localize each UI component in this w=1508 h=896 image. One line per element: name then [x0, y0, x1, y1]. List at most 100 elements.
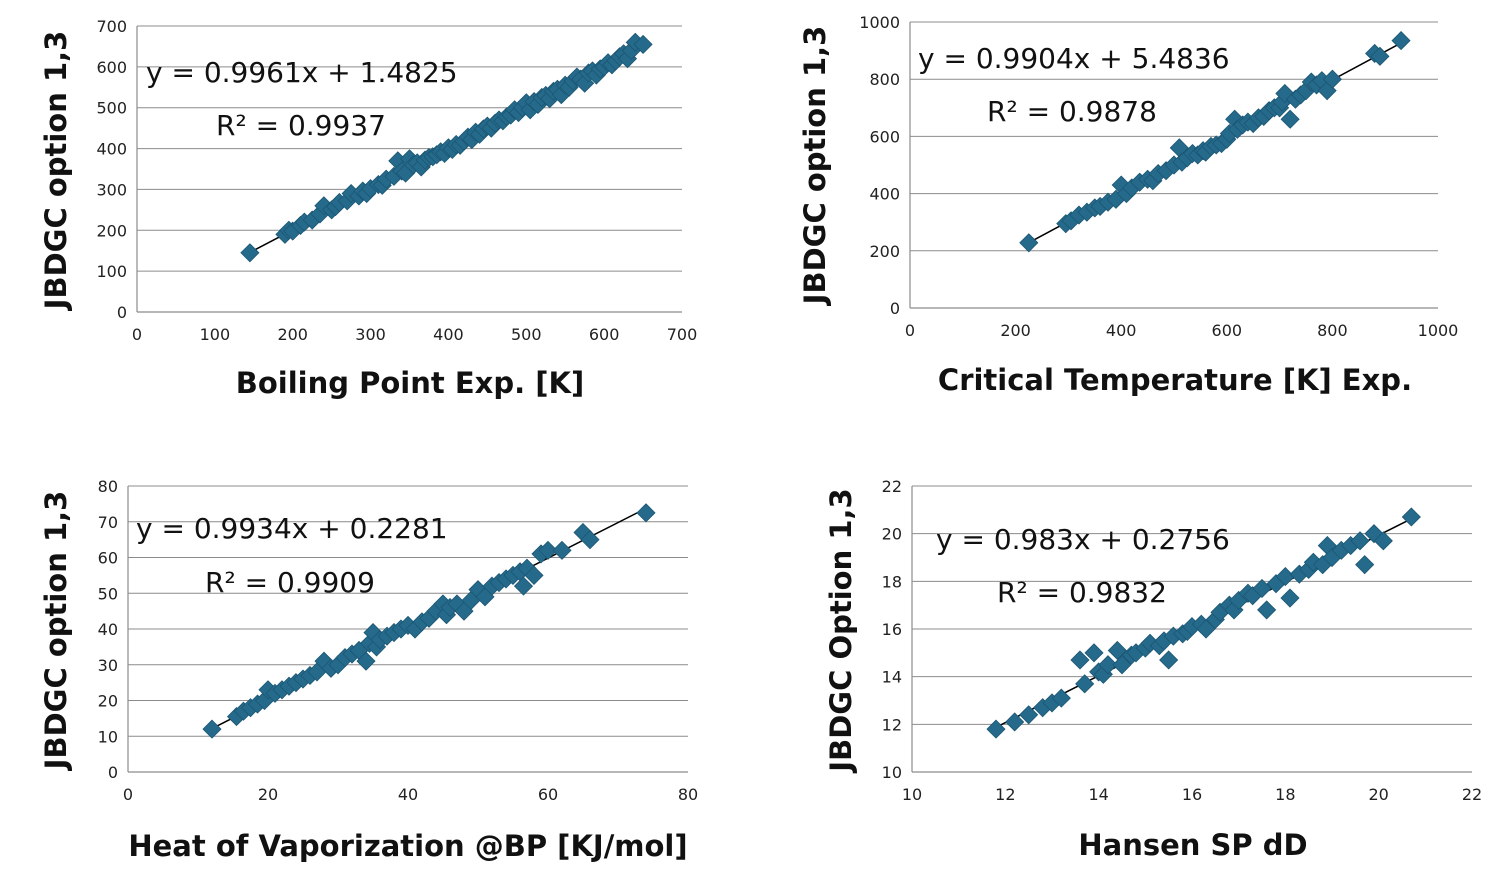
- data-point-marker: [1019, 705, 1039, 725]
- data-point-marker: [1107, 640, 1127, 661]
- y-tick-labels: 0 10 20 30 40 50 60 70 80: [98, 477, 118, 782]
- data-points: [240, 32, 653, 263]
- data-point-marker: [1196, 619, 1216, 639]
- x-tick-labels: 10 12 14 16 18 20 22: [902, 785, 1482, 804]
- r-squared-label: R² = 0.9937: [216, 109, 386, 142]
- y-tick-labels: 10 12 14 16 18 20 22: [882, 477, 902, 782]
- axes: [911, 486, 1472, 773]
- y-tick-label: 10: [882, 763, 902, 782]
- y-tick-label: 50: [98, 584, 118, 603]
- data-point-marker: [240, 243, 260, 263]
- axes: [136, 26, 682, 313]
- r-squared-label: R² = 0.9878: [987, 95, 1157, 128]
- y-tick-label: 400: [869, 185, 900, 204]
- data-point-marker: [1075, 674, 1095, 694]
- y-tick-label: 30: [98, 656, 118, 675]
- data-point-marker: [1373, 531, 1393, 551]
- x-tick-label: 100: [200, 325, 231, 344]
- y-tick-label: 0: [117, 303, 127, 322]
- x-tick-label: 20: [258, 785, 278, 804]
- data-point-marker: [538, 540, 558, 560]
- data-point-marker: [633, 34, 653, 54]
- y-tick-labels: 0 200 400 600 800 1000: [859, 13, 900, 318]
- x-tick-label: 80: [678, 785, 698, 804]
- y-tick-label: 22: [882, 477, 902, 496]
- x-tick-labels: 0 100 200 300 400 500 600 700: [132, 325, 697, 344]
- data-point-marker: [1019, 233, 1039, 253]
- data-point-marker: [1070, 650, 1090, 670]
- y-tick-label: 600: [96, 58, 127, 77]
- x-tick-labels: 0 20 40 60 80: [123, 785, 698, 804]
- x-tick-label: 40: [398, 785, 418, 804]
- r-squared-label: R² = 0.9832: [997, 576, 1167, 609]
- trendline-equation: y = 0.983x + 0.2756: [936, 523, 1230, 556]
- trendline-equation: y = 0.9961x + 1.4825: [146, 56, 458, 89]
- y-tick-label: 1000: [859, 13, 900, 32]
- y-axis-label: JBDGC option 1,3: [798, 26, 832, 307]
- gridlines: [137, 25, 682, 272]
- y-tick-label: 600: [869, 127, 900, 146]
- data-point-marker: [1401, 507, 1421, 527]
- y-tick-label: 40: [98, 620, 118, 639]
- axes: [909, 22, 1438, 309]
- data-point-marker: [1098, 655, 1118, 675]
- gridlines: [910, 21, 1438, 252]
- x-tick-label: 1000: [1418, 321, 1459, 340]
- data-point-marker: [636, 503, 656, 523]
- chart-hansen-sp-dd: 10 12 14 16 18 20 22 10 12 14 16 18 20 22 Hansen SP …: [824, 477, 1482, 862]
- y-axis-label: JBDGC option 1,3: [39, 491, 73, 772]
- x-axis-label: Hansen SP dD: [1078, 828, 1307, 862]
- y-tick-label: 800: [869, 70, 900, 89]
- y-tick-label: 400: [96, 140, 127, 159]
- x-tick-label: 600: [1212, 321, 1243, 340]
- data-point-marker: [1005, 712, 1025, 732]
- data-point-marker: [552, 540, 572, 560]
- data-point-marker: [1280, 109, 1300, 129]
- data-point-marker: [524, 565, 544, 585]
- x-tick-label: 0: [132, 325, 142, 344]
- data-point-marker: [1322, 69, 1342, 89]
- x-tick-label: 500: [511, 325, 542, 344]
- chart-critical-temperature: 0 200 400 600 800 1000 0 200 400 600 800 1000 Crit…: [798, 13, 1458, 397]
- y-tick-label: 16: [882, 620, 902, 639]
- data-points: [1019, 31, 1411, 253]
- y-tick-label: 100: [96, 262, 127, 281]
- data-point-marker: [1257, 600, 1277, 620]
- x-tick-label: 300: [355, 325, 386, 344]
- data-point-marker: [1112, 655, 1132, 675]
- data-point-marker: [356, 651, 376, 671]
- axes: [127, 486, 688, 773]
- y-tick-label: 20: [882, 525, 902, 544]
- x-tick-label: 400: [433, 325, 464, 344]
- x-tick-label: 700: [667, 325, 698, 344]
- y-tick-label: 700: [96, 17, 127, 36]
- x-tick-labels: 0 200 400 600 800 1000: [905, 321, 1458, 340]
- data-point-marker: [1370, 46, 1390, 66]
- y-tick-label: 18: [882, 572, 902, 591]
- x-tick-label: 800: [1317, 321, 1348, 340]
- y-tick-label: 12: [882, 715, 902, 734]
- x-axis-label: Boiling Point Exp. [K]: [236, 366, 584, 400]
- x-tick-label: 14: [1088, 785, 1108, 804]
- x-tick-label: 20: [1368, 785, 1388, 804]
- chart-heat-of-vaporization: 0 20 40 60 80 0 10 20 30 40 50 60 70 80 Heat of Vapo…: [39, 477, 698, 863]
- trendline-equation: y = 0.9934x + 0.2281: [136, 512, 448, 545]
- data-point-marker: [986, 719, 1006, 739]
- data-point-marker: [1159, 650, 1179, 670]
- data-points: [202, 503, 656, 739]
- x-axis-label: Heat of Vaporization @BP [KJ/mol]: [128, 829, 687, 863]
- x-tick-label: 0: [905, 321, 915, 340]
- data-points: [986, 507, 1421, 739]
- y-tick-label: 60: [98, 549, 118, 568]
- chart-boiling-point: 0 100 200 300 400 500 600 700 0 100 200 300 400 500 6…: [39, 17, 697, 400]
- x-tick-label: 0: [123, 785, 133, 804]
- data-point-marker: [1350, 531, 1370, 551]
- data-point-marker: [1252, 578, 1272, 599]
- data-point-marker: [1051, 688, 1071, 708]
- y-tick-labels: 0 100 200 300 400 500 600 700: [96, 17, 127, 322]
- r-squared-label: R² = 0.9909: [205, 566, 375, 599]
- y-tick-label: 200: [869, 242, 900, 261]
- x-tick-label: 600: [589, 325, 620, 344]
- data-point-marker: [1084, 643, 1104, 663]
